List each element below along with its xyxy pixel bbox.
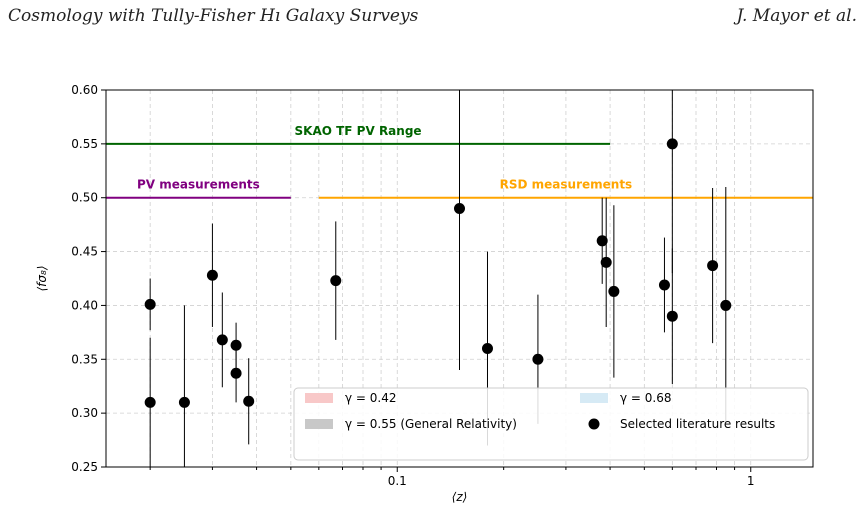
data-point xyxy=(330,275,342,287)
plot-frame xyxy=(105,89,814,468)
legend-swatch xyxy=(580,393,608,403)
y-tick-label: 0.40 xyxy=(71,298,98,312)
data-point xyxy=(230,367,242,379)
data-point xyxy=(454,202,465,214)
data-point xyxy=(144,298,156,310)
data-point xyxy=(144,396,156,408)
data-point xyxy=(178,396,190,408)
axis-ticks: 0.1 1 0.25 0.30 0.35 0.40 0.45 0.50 0.55 0.60 xyxy=(71,83,754,488)
running-authors: J. Mayor et al. xyxy=(736,6,858,26)
data-point xyxy=(666,310,678,322)
legend-marker xyxy=(588,418,600,430)
legend-label: γ = 0.68 xyxy=(620,391,672,405)
data-point xyxy=(658,279,670,291)
x-tick-label: 1 xyxy=(747,474,755,488)
data-point xyxy=(666,138,678,150)
range-label: SKAO TF PV Range xyxy=(295,124,422,138)
x-axis-label: ⟨z⟩ xyxy=(452,490,468,504)
range-label: PV measurements xyxy=(137,178,260,192)
data-point xyxy=(608,285,620,297)
data-point xyxy=(600,256,612,268)
data-point xyxy=(720,299,732,311)
y-tick-label: 0.60 xyxy=(71,83,98,97)
x-tick-label: 0.1 xyxy=(388,474,407,488)
y-tick-label: 0.30 xyxy=(71,406,98,420)
legend-label: Selected literature results xyxy=(620,417,775,431)
data-point xyxy=(596,235,608,247)
y-axis-label: ⟨fσ₈⟩ xyxy=(35,265,49,291)
legend-swatch xyxy=(305,393,333,403)
running-title: Cosmology with Tully-Fisher Hı Galaxy Su… xyxy=(8,6,419,26)
legend-box xyxy=(293,387,809,461)
data-point xyxy=(532,353,544,365)
data-point xyxy=(707,260,719,272)
legend: γ = 0.42 γ = 0.68 γ = 0.55 (General Relati… xyxy=(293,387,809,461)
data-point xyxy=(216,334,228,346)
legend-swatch xyxy=(305,419,333,429)
y-tick-label: 0.50 xyxy=(71,191,98,205)
y-tick-label: 0.35 xyxy=(71,352,98,366)
measurement-ranges: SKAO TF PV Range PV measurements RSD measu… xyxy=(106,124,813,199)
data-point xyxy=(243,395,255,407)
data-point xyxy=(206,269,218,281)
y-tick-label: 0.45 xyxy=(71,245,98,259)
data-point xyxy=(481,343,493,355)
legend-label: γ = 0.55 (General Relativity) xyxy=(345,417,517,431)
y-tick-label: 0.25 xyxy=(71,460,98,474)
y-tick-label: 0.55 xyxy=(71,137,98,151)
range-label: RSD measurements xyxy=(500,178,633,192)
legend-label: γ = 0.42 xyxy=(345,391,397,405)
